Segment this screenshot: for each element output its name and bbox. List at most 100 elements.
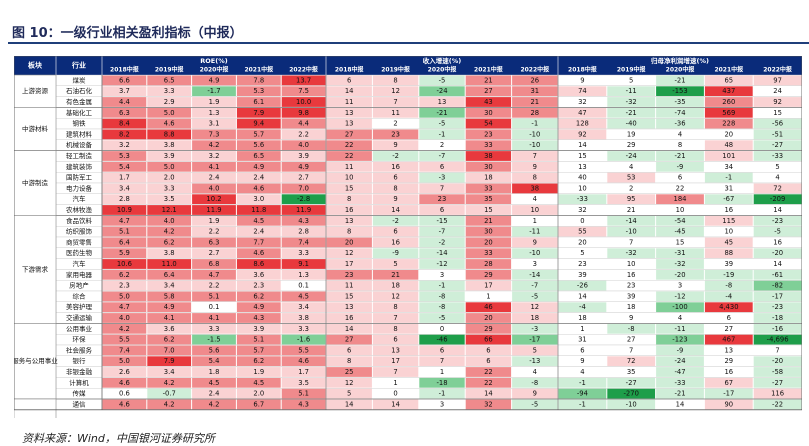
cell-value: 22 (345, 152, 354, 160)
heat-cell (281, 237, 326, 248)
cell-value: 3.6 (164, 325, 175, 333)
cell-value: 2.6 (119, 368, 130, 376)
cell-value: 1.9 (253, 368, 264, 376)
cell-value: 9 (393, 141, 397, 149)
heat-cell (512, 291, 558, 302)
cell-value: -22 (772, 400, 783, 408)
cell-value: 6.4 (164, 271, 175, 279)
heat-cell (192, 86, 236, 97)
heat-cell (192, 140, 236, 151)
industry-label: 电力设备 (66, 183, 93, 192)
cell-value: 4.6 (298, 357, 309, 365)
cell-value: -54 (674, 217, 685, 225)
cell-value: -8 (531, 379, 538, 387)
cell-value: 4.2 (209, 400, 220, 408)
heat-cell (656, 215, 704, 226)
cell-value: 5.0 (164, 109, 175, 117)
cell-value: -5 (531, 400, 538, 408)
cell-value: 13 (345, 109, 354, 117)
cell-value: -33 (674, 379, 685, 387)
cell-value: -21 (674, 390, 685, 398)
heat-cell (656, 259, 704, 269)
heat-cell (192, 291, 236, 302)
heat-cell (372, 291, 419, 302)
industry-label: 建筑装饰 (66, 162, 93, 171)
heat-cell (192, 151, 236, 161)
table-header-bg (14, 56, 802, 75)
heat-cell (656, 367, 704, 377)
cell-value: -3 (439, 174, 446, 182)
cell-value: 6.3 (119, 109, 130, 117)
cell-value: 22 (484, 368, 493, 376)
heat-cell (236, 345, 281, 356)
heat-cell (236, 86, 281, 97)
cell-value: 4.3 (253, 314, 264, 322)
heat-cell (236, 248, 281, 259)
cell-value: 27 (345, 336, 354, 344)
cell-value: 437 (722, 87, 735, 95)
heat-cell (753, 323, 802, 334)
heat-cell (192, 237, 236, 248)
cell-value: 7 (775, 346, 779, 354)
heat-cell (372, 302, 419, 313)
cell-value: 10 (578, 184, 587, 192)
cell-value: 115 (722, 217, 735, 225)
cell-value: -17 (529, 336, 540, 344)
heat-cell (192, 248, 236, 259)
heat-cell (465, 237, 512, 248)
cell-value: 6.6 (119, 76, 130, 84)
heat-cell (326, 97, 372, 107)
heat-cell (147, 367, 192, 377)
cell-value: -16 (772, 325, 783, 333)
heat-cell (753, 291, 802, 302)
cell-value: -24 (626, 152, 637, 160)
heat-cell (607, 399, 656, 410)
heat-cell (281, 323, 326, 334)
cell-value: 9 (580, 76, 584, 84)
cell-value: -18 (772, 314, 783, 322)
cell-value: 8 (347, 228, 351, 236)
cell-value: 2.0 (164, 174, 175, 182)
heat-cell (102, 226, 147, 237)
cell-value: -20 (674, 271, 685, 279)
header-group-1: ROE(%) (200, 57, 227, 65)
heat-cell (236, 291, 281, 302)
cell-value: 4.9 (164, 303, 175, 311)
cell-value: 12 (345, 379, 354, 387)
heat-cell (326, 302, 372, 313)
cell-value: -21 (674, 76, 685, 84)
heat-cell (753, 399, 802, 410)
cell-value: 7 (440, 184, 444, 192)
heat-cell (704, 302, 753, 313)
heat-cell (372, 183, 419, 194)
heat-cell (281, 86, 326, 97)
heat-cell (326, 356, 372, 367)
cell-value: -14 (529, 271, 540, 279)
cell-value: 28 (484, 260, 493, 268)
heat-cell (419, 334, 465, 345)
heat-cell (236, 97, 281, 107)
heat-cell (236, 140, 281, 151)
cell-value: -17 (772, 292, 783, 300)
cell-value: -18 (436, 379, 447, 387)
heat-cell (236, 334, 281, 345)
heat-cell (372, 129, 419, 140)
cell-value: 3.1 (209, 120, 220, 128)
heat-cell (147, 248, 192, 259)
cell-value: 13.7 (296, 76, 311, 84)
industry-label: 传媒 (73, 389, 87, 398)
heat-cell (326, 248, 372, 259)
heat-cell (419, 107, 465, 118)
heat-cell (192, 194, 236, 205)
heat-cell (192, 183, 236, 194)
heat-cell (281, 151, 326, 161)
heat-cell (326, 259, 372, 269)
cell-value: 23 (578, 260, 587, 268)
heat-cell (192, 399, 236, 410)
cell-value: 1.7 (298, 368, 309, 376)
heat-cell (558, 118, 607, 129)
cell-value: 5.0 (164, 163, 175, 171)
cell-value: -8 (628, 325, 635, 333)
cell-value: -8 (725, 282, 732, 290)
heat-cell (281, 259, 326, 269)
